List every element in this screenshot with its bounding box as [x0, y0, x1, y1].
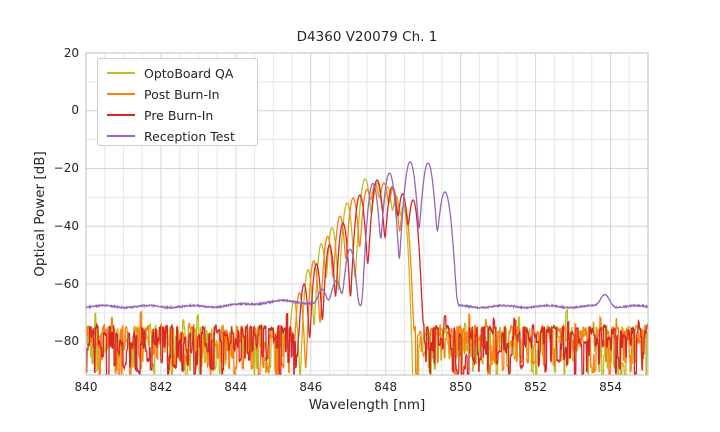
legend-swatch-icon	[107, 135, 135, 137]
legend-label: Reception Test	[144, 128, 235, 144]
legend-swatch-icon	[107, 72, 135, 74]
x-tick-840: 840	[74, 380, 98, 394]
series-line-post-burn-in	[86, 182, 648, 375]
legend-label: OptoBoard QA	[144, 65, 234, 81]
x-tick-854: 854	[599, 380, 622, 394]
legend-item-reception-test: Reception Test	[98, 126, 257, 146]
legend-swatch-icon	[107, 114, 135, 116]
x-tick-846: 846	[299, 380, 323, 394]
legend-item-pre-burn-in: Pre Burn-In	[98, 105, 257, 125]
y-tick-0: 0	[71, 103, 79, 118]
series-line-reception-test	[86, 161, 648, 311]
axes-spine	[85, 52, 649, 376]
legend-swatch-icon	[107, 93, 135, 95]
x-axis-label: Wavelength [nm]	[308, 397, 426, 413]
legend: OptoBoard QA Post Burn-In Pre Burn-In Recep…	[97, 58, 258, 146]
x-tick-852: 852	[524, 380, 548, 394]
chart-title: D4360 V20079 Ch. 1	[296, 29, 438, 45]
x-tick-850: 850	[449, 380, 473, 394]
legend-label: Post Burn-In	[144, 86, 220, 102]
legend-label: Pre Burn-In	[144, 107, 214, 123]
series-line-pre-burn-in	[86, 179, 648, 375]
x-tick-844: 844	[224, 380, 248, 394]
y-tick--40: −40	[53, 218, 79, 233]
y-tick--80: −80	[53, 334, 79, 349]
y-tick--60: −60	[53, 276, 79, 291]
y-tick--20: −20	[53, 161, 79, 176]
x-tick-848: 848	[374, 380, 398, 394]
legend-item-optoboard-qa: OptoBoard QA	[98, 63, 257, 83]
y-tick-20: 20	[63, 45, 79, 60]
series-lines	[86, 161, 648, 375]
legend-item-post-burn-in: Post Burn-In	[98, 84, 257, 104]
x-tick-842: 842	[149, 380, 173, 394]
